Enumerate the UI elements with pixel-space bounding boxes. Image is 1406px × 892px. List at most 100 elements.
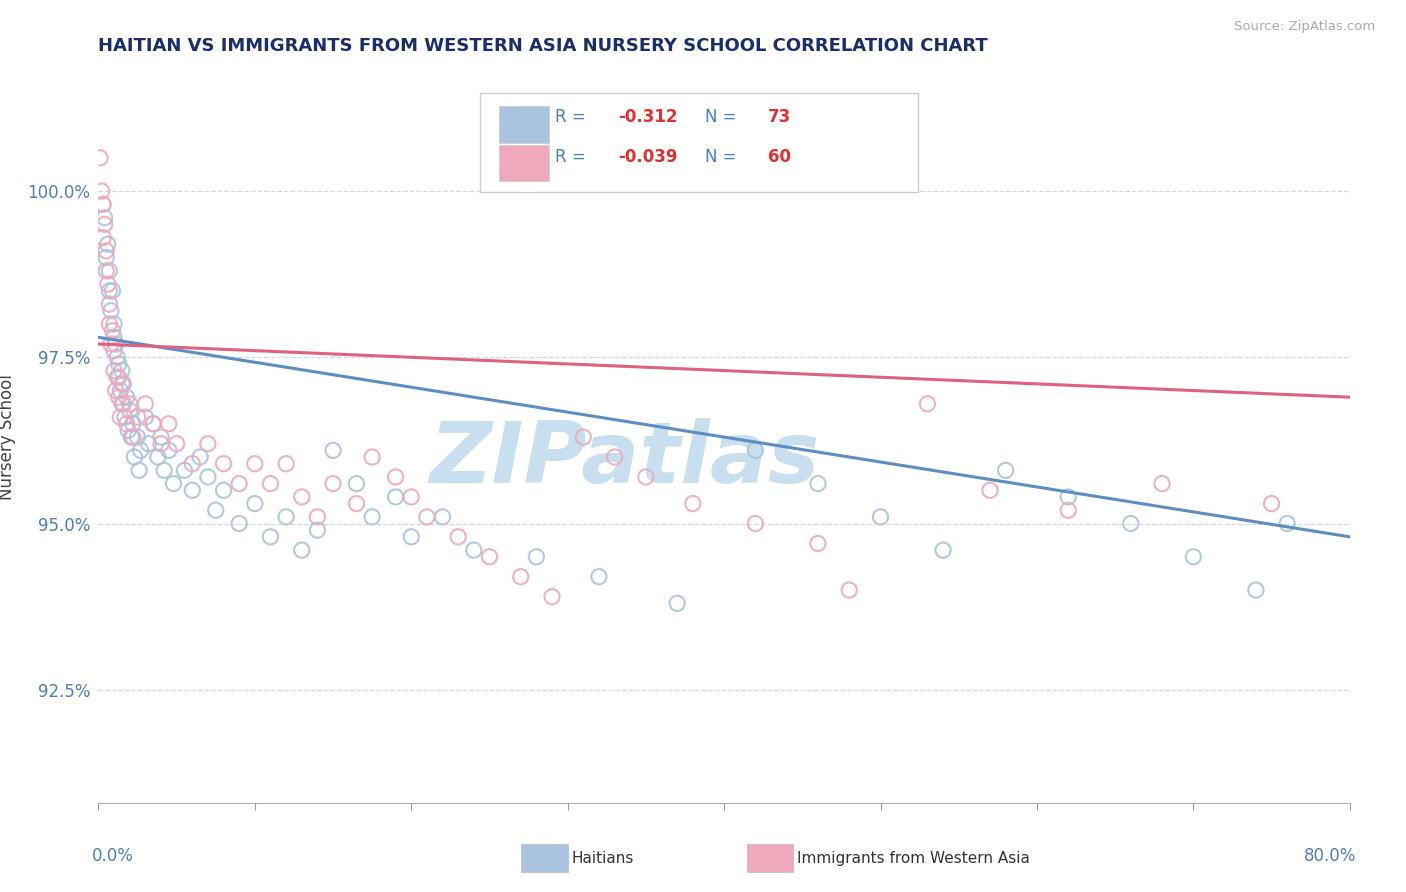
Text: 73: 73	[768, 108, 792, 126]
Point	[118, 397, 141, 411]
Point	[509, 570, 531, 584]
Point	[124, 450, 146, 464]
Point	[138, 436, 160, 450]
Point	[115, 417, 138, 431]
Point	[91, 230, 114, 244]
Point	[932, 543, 955, 558]
Point	[104, 384, 127, 398]
Point	[134, 410, 156, 425]
Point	[666, 596, 689, 610]
Point	[384, 470, 406, 484]
Point	[416, 509, 439, 524]
Point	[142, 417, 165, 431]
Point	[97, 277, 120, 292]
Point	[127, 410, 149, 425]
Point	[838, 582, 860, 597]
Point	[307, 523, 329, 537]
Point	[588, 570, 610, 584]
Point	[112, 397, 135, 411]
Point	[153, 463, 176, 477]
Point	[98, 264, 121, 278]
FancyBboxPatch shape	[522, 844, 568, 872]
Point	[346, 476, 368, 491]
Point	[401, 530, 423, 544]
Point	[100, 337, 122, 351]
Point	[98, 317, 121, 331]
Point	[110, 384, 132, 398]
Text: -0.312: -0.312	[617, 108, 678, 126]
Point	[150, 430, 173, 444]
Point	[103, 317, 125, 331]
Point	[869, 509, 891, 524]
Point	[1244, 582, 1267, 597]
Text: Haitians: Haitians	[571, 851, 634, 866]
Point	[114, 410, 136, 425]
Point	[1260, 497, 1282, 511]
Point	[979, 483, 1001, 498]
Point	[107, 357, 129, 371]
FancyBboxPatch shape	[479, 94, 918, 192]
Point	[157, 443, 180, 458]
Point	[322, 443, 344, 458]
Point	[447, 530, 470, 544]
Text: N =: N =	[706, 148, 742, 166]
Point	[107, 370, 129, 384]
Point	[384, 490, 406, 504]
Point	[110, 410, 132, 425]
FancyBboxPatch shape	[747, 844, 793, 872]
Point	[117, 424, 139, 438]
Point	[142, 417, 165, 431]
Point	[346, 497, 368, 511]
Point	[603, 450, 626, 464]
Point	[111, 397, 134, 411]
Point	[90, 184, 112, 198]
Point	[118, 403, 141, 417]
Point	[228, 516, 250, 531]
Text: 80.0%: 80.0%	[1303, 847, 1355, 864]
Point	[994, 463, 1017, 477]
Point	[432, 509, 454, 524]
Point	[541, 590, 564, 604]
FancyBboxPatch shape	[499, 106, 548, 143]
Point	[181, 483, 204, 498]
Point	[103, 343, 125, 358]
Point	[91, 197, 114, 211]
Point	[572, 430, 595, 444]
Point	[121, 417, 143, 431]
Point	[181, 457, 204, 471]
Point	[97, 237, 120, 252]
Point	[188, 450, 211, 464]
Point	[115, 390, 138, 404]
Point	[197, 436, 219, 450]
Point	[120, 430, 142, 444]
Point	[166, 436, 188, 450]
Point	[96, 251, 118, 265]
Text: Source: ZipAtlas.com: Source: ZipAtlas.com	[1234, 20, 1375, 33]
Text: N =: N =	[706, 108, 742, 126]
Point	[259, 476, 281, 491]
Point	[93, 217, 115, 231]
Point	[204, 503, 226, 517]
Point	[1057, 490, 1080, 504]
Point	[401, 490, 423, 504]
Point	[274, 457, 298, 471]
Point	[259, 530, 281, 544]
Point	[121, 430, 143, 444]
Point	[744, 443, 766, 458]
Point	[101, 324, 124, 338]
Point	[173, 463, 195, 477]
Point	[1182, 549, 1205, 564]
Point	[89, 151, 111, 165]
Point	[150, 436, 173, 450]
Point	[228, 476, 250, 491]
Point	[307, 509, 329, 524]
Text: R =: R =	[555, 108, 591, 126]
Point	[243, 457, 266, 471]
Point	[101, 284, 124, 298]
Point	[127, 430, 149, 444]
Point	[478, 549, 501, 564]
Text: Immigrants from Western Asia: Immigrants from Western Asia	[797, 851, 1029, 866]
Y-axis label: Nursery School: Nursery School	[0, 374, 15, 500]
Point	[322, 476, 344, 491]
Text: HAITIAN VS IMMIGRANTS FROM WESTERN ASIA NURSERY SCHOOL CORRELATION CHART: HAITIAN VS IMMIGRANTS FROM WESTERN ASIA …	[98, 37, 988, 54]
